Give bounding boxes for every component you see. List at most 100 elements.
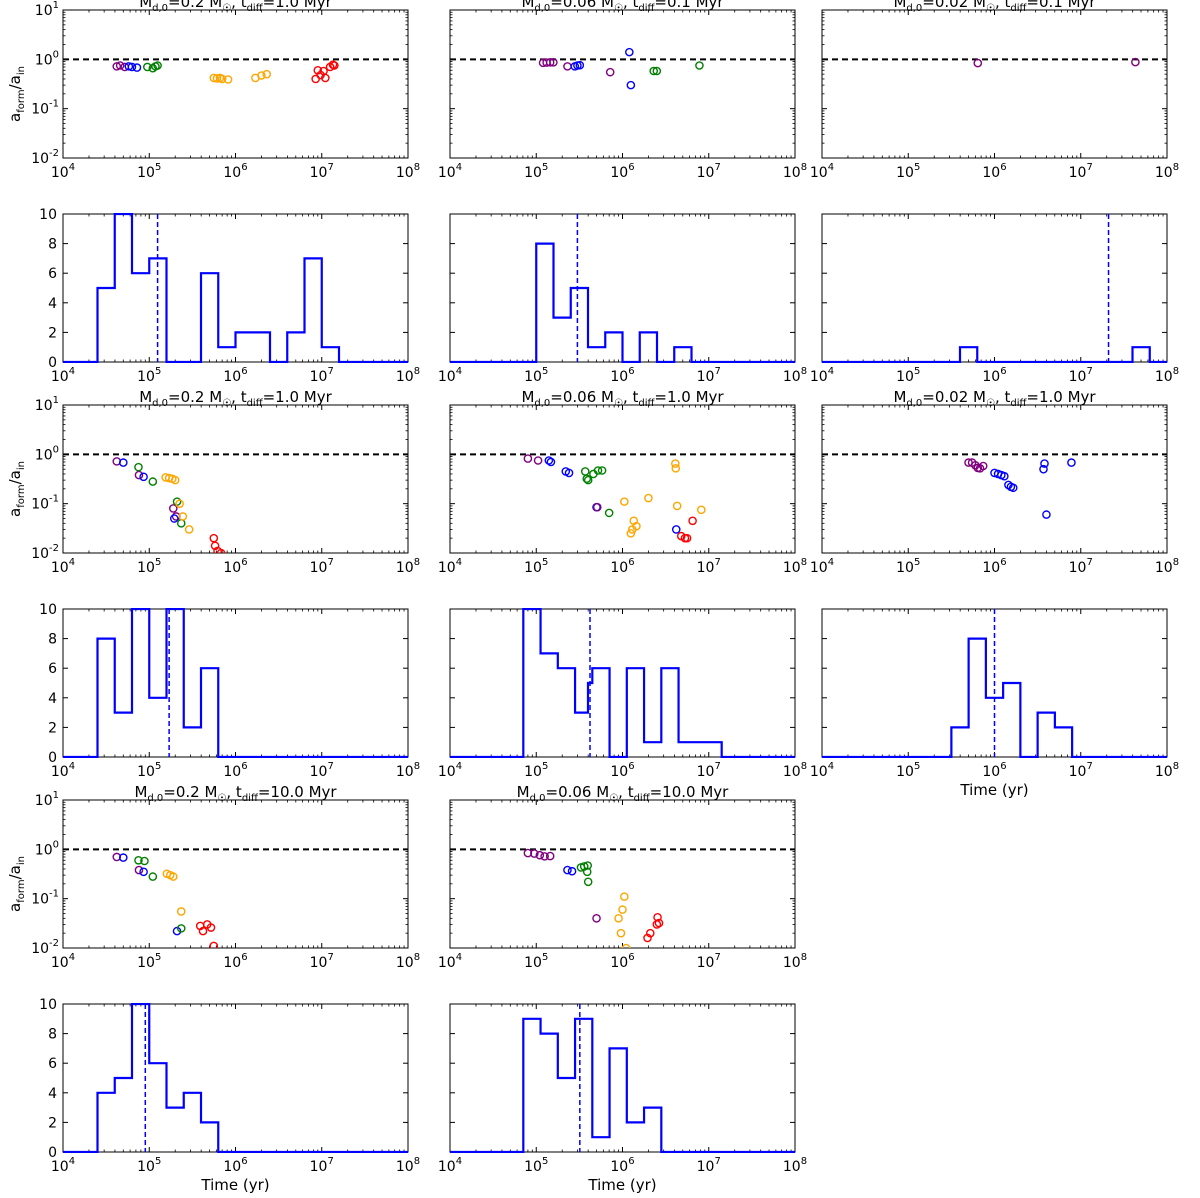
scatter-point [169,514,179,523]
x-tick-label: 106 [223,557,247,576]
scatter-point [620,497,629,506]
scatter-panel-scatter-r0c1: 104 105 106 107 108 Md,0=0.06 M☉, tdiff=0.1 M… [438,0,807,181]
x-tick-label: 107 [697,557,721,576]
scatter-point [583,877,593,887]
x-tick-label: 106 [223,366,247,385]
histogram-bin [592,1137,609,1152]
histogram-bin [951,727,968,757]
x-tick-label: 105 [524,761,548,780]
histogram-bin [969,639,986,757]
histogram-bin [571,288,588,362]
histogram-bin [1003,683,1020,757]
scatter-point [148,477,158,486]
panel-title: Md,0=0.02 M☉, tdiff=1.0 Myr [893,388,1096,409]
x-tick-label: 105 [137,761,161,780]
scatter-point [645,928,655,938]
scatter-point [605,67,615,77]
x-tick-label: 108 [783,1156,807,1175]
histogram-steps [450,242,795,363]
histogram-bin [554,318,571,362]
x-tick-label: 104 [438,557,462,576]
y-axis-label: aform/ain [6,66,27,122]
histogram-bin [627,1122,644,1152]
scatter-point [176,907,186,916]
histogram-bin [592,668,609,757]
x-tick-label: 108 [396,162,420,181]
scatter-point [563,62,572,71]
panel-title: Md,0=0.2 M☉, tdiff=10.0 Myr [134,783,337,804]
scatter-point [632,521,641,531]
y-tick-label: 101 [35,0,59,19]
histogram-bin [575,713,588,757]
x-tick-label: 106 [610,761,634,780]
x-tick-label: 107 [697,366,721,385]
scatter-point [209,941,219,948]
x-tick-label: 108 [783,366,807,385]
scatter-point [671,464,681,473]
scatter-point [540,852,549,861]
scatter-point [112,62,122,71]
x-tick-label: 106 [982,557,1006,576]
x-tick-label: 104 [438,761,462,780]
histogram-bin [253,332,270,362]
scatter-point [575,60,585,70]
x-tick-label: 108 [783,952,807,971]
scatter-point [153,61,162,70]
panel-title: Md,0=0.2 M☉, tdiff=1.0 Myr [139,388,332,409]
y-tick-label: 10-2 [31,148,59,167]
x-tick-label: 108 [1155,761,1179,780]
histogram [63,608,408,758]
axes-frame [62,404,409,554]
scatter-point [614,913,623,923]
scatter-point [653,912,662,922]
histogram-bin [132,609,149,757]
scatter-point [124,62,134,71]
histogram-bin [236,332,253,362]
scatter-point [168,872,178,881]
scatter-point [143,62,152,72]
scatter-points [112,852,219,948]
histogram-bin [132,1004,149,1152]
histogram-bin [1055,727,1072,757]
scatter-point [321,73,330,83]
histogram [822,637,1167,758]
axes-frame [62,9,409,159]
scatter-points [964,458,1076,519]
scatter-point [592,502,602,512]
axes-frame [821,213,1168,363]
histogram-bin [661,668,678,757]
scatter-point [209,533,219,543]
histogram-bin [644,1108,661,1152]
histogram-bin [322,347,339,362]
scatter-point [127,62,137,72]
x-tick-label: 107 [697,1156,721,1175]
x-tick-label: 107 [697,952,721,971]
scatter-point [545,851,555,861]
y-tick-label: 2 [48,720,57,736]
hist-panel-hist-r1c1: 104 105 106 107 108 [438,608,807,780]
histogram-bin [575,1019,592,1152]
hist-panel-hist-r0c0: 104 105 106 107 108 0 2 4 6 8 10 [39,207,420,385]
x-tick-label: 105 [896,557,920,576]
histogram-bin [287,332,304,362]
x-tick-label: 107 [310,952,334,971]
x-tick-label: 108 [783,761,807,780]
y-tick-label: 8 [48,1027,57,1043]
x-tick-label: 106 [223,1156,247,1175]
x-tick-label: 105 [524,557,548,576]
x-tick-label: 107 [1069,366,1093,385]
y-tick-label: 100 [35,444,59,463]
x-tick-label: 106 [610,1156,634,1175]
histogram-bin [605,332,622,362]
x-tick-label: 106 [223,162,247,181]
scatter-point [170,475,180,485]
scatter-points [973,57,1140,68]
scatter-point [140,856,149,866]
y-tick-label: 10-1 [31,99,59,118]
x-tick-label: 108 [396,366,420,385]
x-tick-label: 105 [524,1156,548,1175]
scatter-point [688,516,697,526]
x-tick-label: 106 [223,952,247,971]
y-tick-label: 6 [48,266,57,282]
